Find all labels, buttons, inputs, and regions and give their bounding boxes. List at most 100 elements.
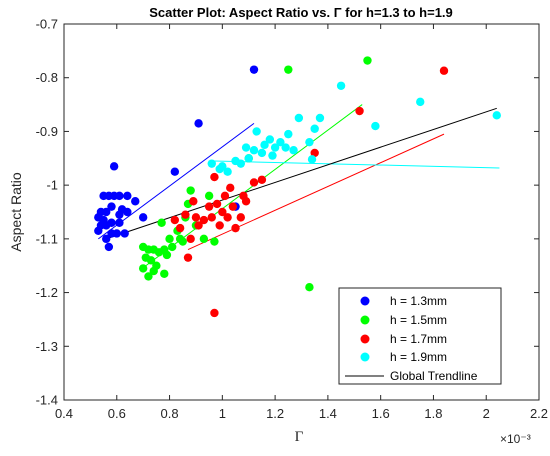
data-point-series-2-16: [223, 213, 232, 222]
legend-label-h19: h = 1.9mm: [390, 350, 447, 364]
data-point-series-1-5: [146, 256, 156, 265]
data-point-series-0-16: [112, 229, 121, 238]
data-point-series-1-25: [210, 237, 219, 246]
series-trendlines: [98, 104, 500, 267]
data-point-series-2-26: [310, 148, 319, 158]
data-point-series-1-3: [144, 272, 153, 281]
data-point-series-0-17: [115, 218, 124, 227]
x-tick-label: 2: [483, 406, 490, 421]
data-point-series-3-17: [284, 129, 293, 139]
x-tick-label: 1: [219, 406, 226, 421]
data-point-series-0-25: [138, 213, 148, 222]
data-point-series-0-8: [102, 207, 111, 217]
data-point-series-0-10: [104, 242, 114, 252]
x-axis-label: Γ: [295, 429, 304, 445]
data-point-series-1-29: [363, 56, 372, 65]
legend-label-h15: h = 1.5mm: [390, 313, 447, 327]
data-point-series-2-28: [439, 66, 449, 75]
data-point-series-3-7: [244, 154, 253, 163]
plot-frame: [63, 23, 540, 401]
data-point-series-3-0: [207, 159, 216, 168]
data-point-series-1-8: [152, 261, 161, 270]
data-point-series-1-13: [162, 250, 172, 260]
legend-label-global-trendline: Global Trendline: [390, 369, 478, 383]
legend-marker-h15: [360, 315, 370, 325]
data-point-series-2-6: [191, 213, 201, 222]
data-point-series-2-22: [241, 197, 251, 206]
data-point-series-1-10: [157, 218, 166, 227]
data-point-series-2-8: [199, 215, 209, 225]
data-point-series-3-8: [249, 146, 259, 155]
data-point-series-3-22: [315, 113, 325, 123]
data-point-series-2-18: [228, 202, 238, 211]
data-point-series-3-25: [371, 121, 380, 131]
data-point-series-1-11: [160, 269, 169, 278]
x-tick-label: 1.4: [319, 406, 337, 421]
data-point-series-3-27: [492, 111, 501, 120]
data-point-series-2-1: [175, 223, 185, 233]
x-tick-label: 1.6: [372, 406, 390, 421]
data-point-series-2-20: [236, 213, 246, 222]
data-point-series-2-5: [189, 197, 198, 206]
data-point-series-1-1: [138, 264, 148, 273]
data-point-series-1-24: [204, 191, 214, 201]
trendline-series-0: [98, 122, 255, 240]
x-tick-label: 0.6: [108, 406, 126, 421]
y-axis-ticks: -1.4 -1.3 -1.2 -1.1 -1 -0.9 -0.8 -0.7: [36, 17, 539, 408]
data-point-series-3-18: [289, 146, 298, 155]
data-point-series-3-2: [218, 162, 227, 171]
data-point-series-2-17: [226, 183, 235, 193]
y-tick-label: -1.4: [36, 393, 58, 408]
data-point-series-0-21: [120, 229, 129, 238]
trendline-series-3: [214, 160, 500, 169]
data-point-series-2-14: [218, 207, 227, 217]
x-tick-label: 1.2: [266, 406, 284, 421]
data-point-series-3-16: [281, 143, 290, 152]
data-point-series-3-24: [336, 81, 346, 90]
data-point-series-2-9: [204, 202, 214, 211]
data-point-series-0-15: [109, 162, 119, 171]
y-tick-label: -1: [46, 178, 58, 193]
data-point-series-2-2: [181, 210, 190, 219]
data-point-series-2-12: [212, 199, 222, 209]
data-point-series-3-26: [416, 97, 425, 107]
data-point-series-1-15: [167, 242, 177, 252]
x-tick-label: 2.2: [530, 406, 548, 421]
data-point-series-3-13: [268, 151, 277, 160]
data-point-series-3-19: [294, 113, 304, 123]
data-point-series-3-21: [310, 124, 319, 133]
legend-marker-h19: [360, 352, 370, 362]
data-point-series-0-6: [102, 234, 111, 244]
data-point-series-3-14: [270, 143, 280, 152]
y-tick-label: -1.1: [36, 231, 58, 246]
data-point-series-1-23: [199, 234, 209, 244]
x-axis-ticks: 0.4 0.6 0.8 1 1.2 1.4 1.6 1.8 2 2.2: [55, 24, 548, 421]
data-point-series-3-12: [265, 135, 275, 144]
scatter-points: [94, 56, 501, 318]
legend-marker-h13: [360, 296, 370, 306]
data-point-series-3-15: [276, 137, 285, 147]
legend-marker-h17: [360, 334, 370, 344]
data-point-series-2-0: [170, 215, 180, 225]
data-point-series-3-10: [257, 148, 267, 158]
data-point-series-0-26: [170, 167, 180, 176]
data-point-series-0-23: [123, 191, 132, 201]
data-point-series-0-22: [123, 207, 132, 217]
legend: h = 1.3mm h = 1.5mm h = 1.7mm h = 1.9mm …: [338, 287, 502, 385]
data-point-series-2-11: [210, 172, 219, 182]
x-tick-label: 0.4: [55, 406, 73, 421]
data-point-series-0-24: [131, 197, 140, 206]
x-tick-label: 0.8: [161, 406, 179, 421]
data-point-series-2-19: [231, 223, 240, 233]
data-point-series-2-4: [186, 234, 195, 244]
data-point-series-3-20: [305, 137, 314, 147]
data-point-series-2-25: [210, 308, 219, 318]
data-point-series-0-12: [107, 218, 116, 227]
data-point-series-3-6: [241, 143, 251, 152]
data-point-series-2-3: [183, 253, 193, 262]
y-tick-label: -0.7: [36, 17, 58, 32]
y-tick-label: -0.9: [36, 124, 58, 139]
data-point-series-1-28: [305, 283, 314, 292]
data-point-series-1-14: [165, 234, 174, 244]
